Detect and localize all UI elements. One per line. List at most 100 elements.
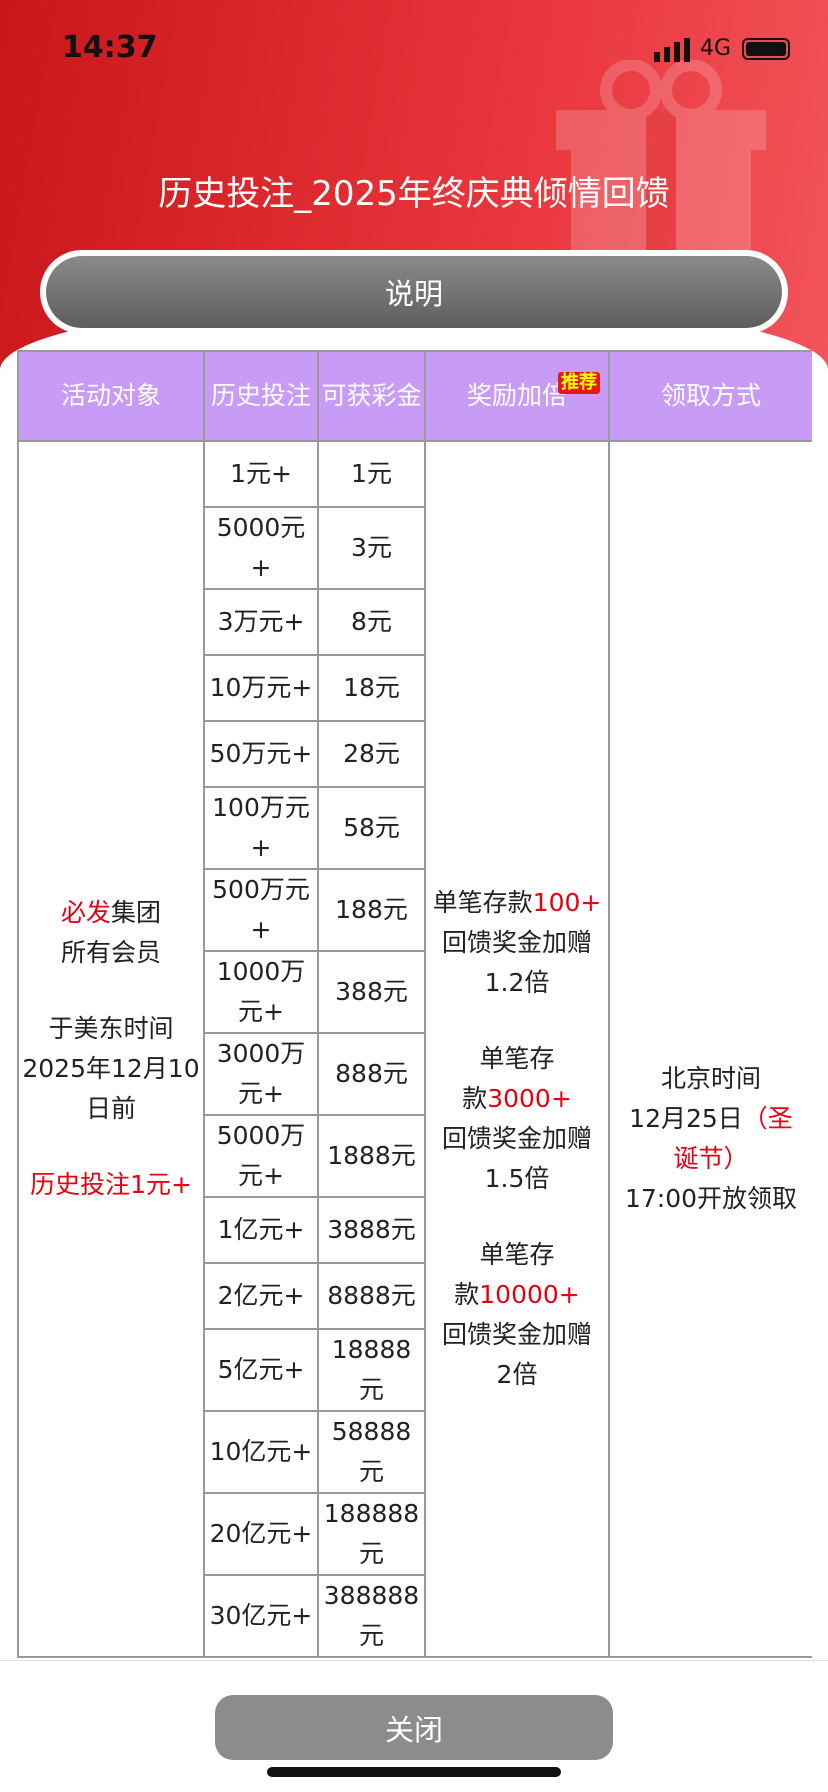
stake-cell: 10万元+: [203, 654, 319, 722]
stake-cell: 5000万元+: [203, 1114, 319, 1198]
paragraph: 历史投注1元+: [21, 1165, 201, 1205]
battery-icon: [742, 38, 790, 60]
text-segment: 历史投注1元+: [30, 1170, 192, 1199]
text-segment: 于美东时间: [48, 1014, 174, 1043]
table-body: 必发集团所有会员于美东时间 2025年12月10 日前历史投注1元+ 1元+ 1元单笔存…: [17, 440, 812, 1658]
header-label: 历史投注: [210, 381, 311, 410]
text-line: 2025年12月10: [21, 1049, 201, 1089]
text-line: 诞节）: [612, 1139, 810, 1179]
explain-label[interactable]: 说明: [46, 256, 782, 328]
stake-cell: 20亿元+: [203, 1492, 319, 1576]
text-line: 款10000+: [428, 1275, 606, 1315]
text-line: 17:00开放领取: [612, 1179, 810, 1219]
table-row: 5亿元+ 18888元: [18, 1328, 812, 1412]
table-row: 10亿元+ 58888元: [18, 1410, 812, 1494]
bonus-cell: 单笔存款100+ 回馈奖金加赠 1.2倍 单笔存 款3000+ 回馈奖金加赠 1.5倍 单笔存…: [424, 440, 610, 1658]
stake-cell: 5亿元+: [203, 1328, 319, 1412]
text-line: 所有会员: [21, 933, 201, 973]
status-time: 14:37: [62, 30, 158, 65]
claim-cell: 北京时间 12月25日（圣 诞节） 17:00开放领取: [608, 440, 812, 1658]
text-segment: 集团: [111, 898, 162, 927]
prize-cell: 18元: [317, 654, 426, 722]
text-line: 款3000+: [428, 1079, 606, 1119]
stake-cell: 2亿元+: [203, 1262, 319, 1330]
text-segment: 款: [462, 1084, 488, 1113]
text-segment: 回馈奖金加赠: [441, 1124, 592, 1153]
text-line: 回馈奖金加赠: [428, 1119, 606, 1159]
table-row: 必发集团所有会员于美东时间 2025年12月10 日前历史投注1元+ 1元+ 1元单笔存…: [17, 440, 812, 1658]
text-segment: 10000+: [479, 1280, 580, 1309]
signal-icon: [654, 38, 690, 62]
page-title: 历史投注_2025年终庆典倾情回馈: [158, 174, 670, 214]
close-button[interactable]: 关闭: [215, 1695, 613, 1760]
header-row: 活动对象 历史投注 可获彩金 奖励加倍 推荐 领取方式: [17, 350, 812, 442]
text-line: 单笔存: [428, 1039, 606, 1079]
reward-table: 活动对象 历史投注 可获彩金 奖励加倍 推荐 领取方式 必发集团 所有会员 于美东时间 2025年…: [17, 350, 812, 1658]
text-line: 日前: [21, 1089, 201, 1129]
prize-cell: 1元: [317, 440, 426, 508]
prize-cell: 3888元: [317, 1196, 426, 1264]
table-row: 1亿元+ 3888元: [18, 1196, 812, 1264]
prize-cell: 888元: [317, 1032, 426, 1116]
target-cell: 必发集团所有会员于美东时间 2025年12月10 日前历史投注1元+: [17, 440, 205, 1658]
stake-cell: 500万元+: [203, 868, 319, 952]
header: 14:37 4G 历史投注_2025年终庆典倾情回馈 说明: [0, 0, 828, 500]
explain-button[interactable]: 说明: [40, 250, 788, 334]
text-segment: 必发: [60, 898, 111, 927]
text-segment: 诞节）: [673, 1144, 749, 1173]
text-segment: 17:00开放领取: [624, 1184, 798, 1213]
header-label: 活动对象: [60, 381, 161, 410]
text-line: 历史投注1元+: [21, 1165, 201, 1205]
table-row: 500万元+ 188元: [18, 868, 812, 952]
prize-cell: 28元: [317, 720, 426, 788]
stake-cell: 1元+: [203, 440, 319, 508]
text-line: 于美东时间: [21, 1009, 201, 1049]
table-row: 3万元+ 8元: [18, 588, 812, 656]
text-segment: 单笔存: [479, 1240, 555, 1269]
prize-cell: 188元: [317, 868, 426, 952]
home-indicator: [267, 1767, 561, 1777]
text-line: 12月25日（圣: [612, 1099, 810, 1139]
text-segment: 3000+: [487, 1084, 572, 1113]
stake-cell: 3万元+: [203, 588, 319, 656]
text-segment: 款: [454, 1280, 480, 1309]
text-segment: 所有会员: [60, 938, 161, 967]
prize-cell: 388888元: [317, 1574, 426, 1658]
paragraph: 北京时间 12月25日（圣 诞节） 17:00开放领取: [612, 1059, 810, 1219]
header-cell: 活动对象: [17, 350, 205, 442]
stake-cell: 1亿元+: [203, 1196, 319, 1264]
text-line: 回馈奖金加赠: [428, 1315, 606, 1355]
table-row: 50万元+ 28元: [18, 720, 812, 788]
header-label: 可获彩金: [321, 381, 422, 410]
gift-icon: [556, 60, 766, 250]
table-row: 1000万元+ 388元: [18, 950, 812, 1034]
text-segment: 回馈奖金加赠: [441, 928, 592, 957]
stake-cell: 1000万元+: [203, 950, 319, 1034]
stake-cell: 50万元+: [203, 720, 319, 788]
text-segment: 2倍: [496, 1360, 538, 1389]
table-row: 20亿元+ 188888元: [18, 1492, 812, 1576]
table-row: 5000元+ 3元: [18, 506, 812, 590]
text-segment: （圣: [742, 1104, 793, 1133]
header-cell: 奖励加倍 推荐: [424, 350, 610, 442]
header-label: 奖励加倍: [466, 381, 567, 410]
recommend-badge: 推荐: [558, 372, 600, 394]
text-segment: 1.5倍: [484, 1164, 550, 1193]
text-line: 必发集团: [21, 893, 201, 933]
header-cell: 历史投注: [203, 350, 319, 442]
text-line: 单笔存款100+: [428, 883, 606, 923]
stake-cell: 3000万元+: [203, 1032, 319, 1116]
text-line: 单笔存: [428, 1235, 606, 1275]
text-segment: 日前: [85, 1094, 136, 1123]
paragraph: 必发集团所有会员: [21, 893, 201, 973]
stake-cell: 100万元+: [203, 786, 319, 870]
table-row: 10万元+ 18元: [18, 654, 812, 722]
prize-cell: 8888元: [317, 1262, 426, 1330]
text-segment: 2025年12月10: [22, 1054, 200, 1083]
header-label: 领取方式: [660, 381, 761, 410]
paragraph: 于美东时间 2025年12月10 日前: [21, 1009, 201, 1129]
table-row: 100万元+ 58元: [18, 786, 812, 870]
table-row: 30亿元+ 388888元: [18, 1574, 812, 1658]
paragraph: 单笔存 款3000+ 回馈奖金加赠 1.5倍: [428, 1039, 606, 1199]
